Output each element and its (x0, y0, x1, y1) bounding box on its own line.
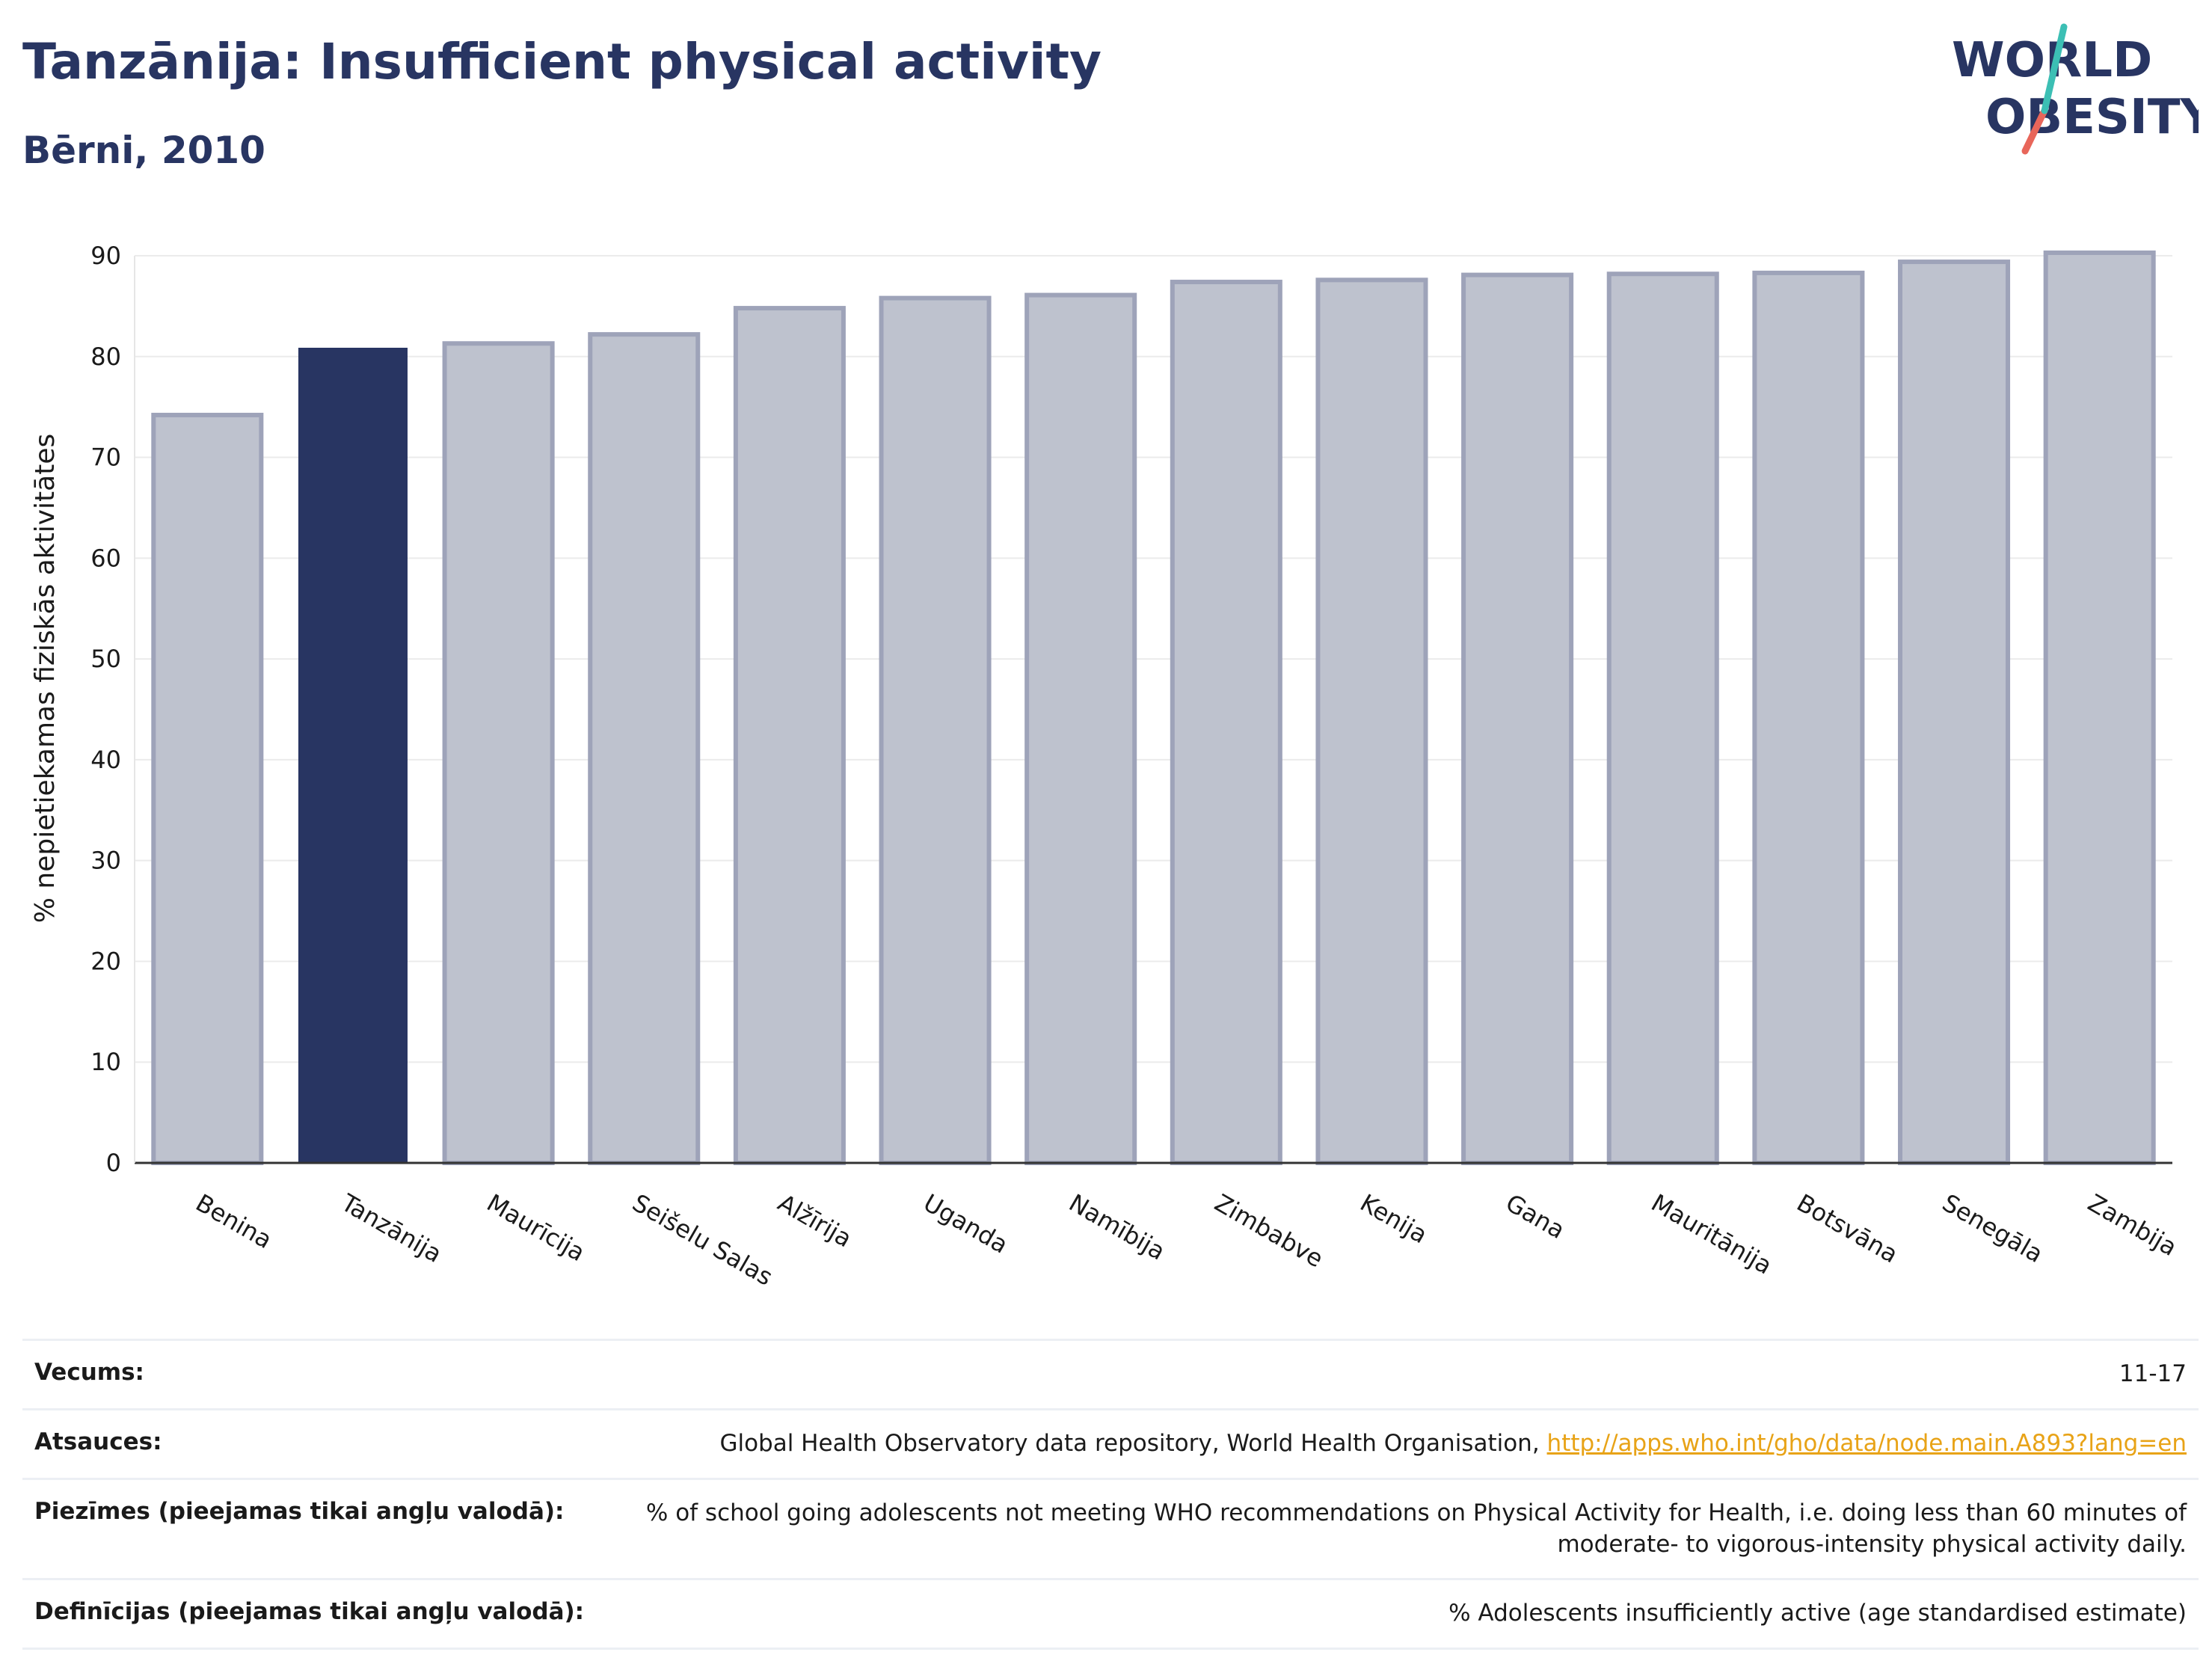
x-tick-label: Zambija (2083, 1188, 2182, 1262)
x-tick-label: Alžīrija (773, 1188, 857, 1253)
meta-notes-label: Piezīmes (pieejamas tikai angļu valodā): (34, 1497, 565, 1525)
x-tick-label: Gana (1501, 1188, 1570, 1244)
y-tick-label: 80 (90, 343, 121, 371)
x-tick-label: Maurīcija (482, 1188, 590, 1267)
bar-Maurīcija[interactable] (442, 341, 555, 1165)
x-tick-label: Uganda (919, 1188, 1013, 1259)
bar-Alžīrija[interactable] (733, 306, 846, 1165)
bar-Namībija[interactable] (1024, 292, 1137, 1165)
x-tick-label: Benina (191, 1188, 277, 1254)
x-tick-label: Zimbabve (1210, 1188, 1328, 1273)
bar-Benina[interactable] (151, 412, 264, 1165)
bar-Mauritānija[interactable] (1606, 271, 1719, 1165)
meta-definitions-value: % Adolescents insufficiently active (age… (1448, 1600, 2187, 1627)
x-tick-label: Kenija (1355, 1188, 1432, 1249)
world-obesity-logo: WORLD OBESITY (1952, 23, 2199, 155)
meta-sources-text: Global Health Observatory data repositor… (719, 1429, 1547, 1457)
y-tick-label: 70 (90, 443, 121, 472)
bar-Kenija[interactable] (1315, 277, 1428, 1165)
bar-Gana[interactable] (1461, 272, 1574, 1165)
y-tick-label: 60 (90, 544, 121, 572)
x-tick-label: Mauritānija (1647, 1188, 1777, 1280)
y-tick-label: 30 (90, 847, 121, 875)
y-tick-label: 10 (90, 1048, 121, 1076)
meta-row-age: Vecums: 11-17 (22, 1339, 2199, 1408)
bar-Zimbabve[interactable] (1170, 280, 1282, 1165)
grid-lines (135, 255, 2172, 1164)
meta-age-value: 11-17 (2119, 1360, 2187, 1387)
x-tick-label: Namībija (1064, 1188, 1170, 1266)
x-tick-labels: Benina Tanzānija Maurīcija Seišelu SalasAlž… (191, 1188, 2181, 1292)
meta-row-sources: Atsauces: Global Health Observatory data… (22, 1407, 2199, 1478)
meta-notes-value: % of school going adolescents not meetin… (645, 1499, 2187, 1558)
logo-slash-teal (2041, 23, 2068, 114)
meta-definitions-label: Definīcijas (pieejamas tikai angļu valod… (34, 1598, 585, 1626)
x-tick-label: Tanzānija (336, 1188, 446, 1269)
y-tick-label: 0 (106, 1149, 121, 1177)
chart-subtitle: Bērni, 2010 (22, 129, 265, 172)
meta-row-notes: Piezīmes (pieejamas tikai angļu valodā):… (22, 1477, 2199, 1579)
metadata-table: Vecums: 11-17 Atsauces: Global Health Ob… (22, 1339, 2199, 1651)
bar-Tanzānija[interactable] (298, 347, 408, 1164)
meta-sources-link[interactable]: http://apps.who.int/gho/data/node.main.A… (1546, 1429, 2187, 1457)
bar-Uganda[interactable] (879, 295, 992, 1165)
bar-Botsvāna[interactable] (1752, 270, 1865, 1165)
x-tick-label: Senegāla (1938, 1188, 2048, 1268)
meta-row-definitions: Definīcijas (pieejamas tikai angļu valod… (22, 1578, 2199, 1651)
bars (151, 250, 2156, 1165)
y-axis-label: % nepietiekamas fiziskās aktivitātes (30, 434, 61, 923)
y-tick-label: 20 (90, 947, 121, 975)
bar-Seišelu Salas[interactable] (588, 332, 701, 1165)
meta-sources-value: Global Health Observatory data repositor… (207, 1428, 2187, 1460)
logo-line2: OBESITY (1985, 90, 2199, 145)
chart-title: Tanzānija: Insufficient physical activit… (22, 33, 1102, 90)
bar-Senegāla[interactable] (1898, 260, 2011, 1165)
y-tick-label: 50 (90, 645, 121, 673)
y-tick-label: 40 (90, 746, 121, 774)
y-tick-labels: 0 10 20 30 40 50 60 70 80 90 (90, 242, 121, 1177)
y-tick-label: 90 (90, 242, 121, 270)
meta-age-label: Vecums: (34, 1359, 144, 1386)
bar-chart: 0 10 20 30 40 50 60 70 80 90 Benina Tanzānija Maurī… (30, 242, 2182, 1292)
x-tick-label: Botsvāna (1792, 1188, 1902, 1269)
meta-sources-label: Atsauces: (34, 1428, 162, 1455)
bar-Zambija[interactable] (2043, 250, 2156, 1165)
x-tick-label: Seišelu Salas (627, 1188, 778, 1292)
logo-slash-coral (2021, 107, 2048, 155)
